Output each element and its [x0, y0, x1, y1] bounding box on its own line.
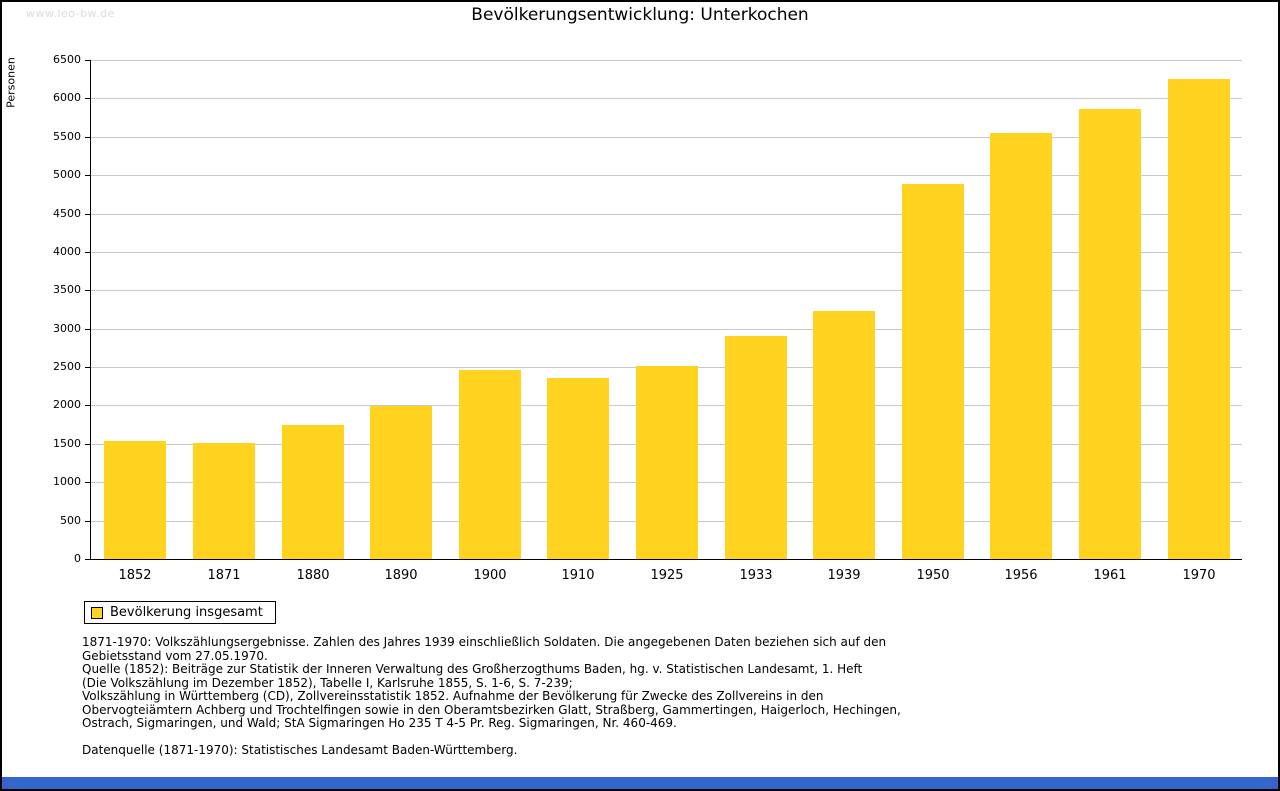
y-axis-tick	[85, 443, 91, 445]
bar	[725, 336, 787, 559]
y-axis-tick	[85, 328, 91, 330]
y-tick-label: 3000	[53, 321, 81, 335]
y-tick-label: 2500	[53, 360, 81, 374]
y-axis-tick	[85, 213, 91, 215]
bar	[902, 184, 964, 559]
y-tick-label: 500	[60, 513, 81, 527]
y-tick-label: 6000	[53, 91, 81, 105]
y-axis-tick	[85, 520, 91, 522]
y-axis-tick	[85, 405, 91, 407]
footnote-line: (Die Volkszählung im Dezember 1852), Tab…	[82, 675, 573, 690]
bar	[370, 406, 432, 559]
x-tick-label: 1961	[1093, 568, 1127, 583]
y-axis-tick	[85, 367, 91, 369]
footnote-line: Obervogteiämtern Achberg und Trochtelfin…	[82, 702, 901, 717]
x-tick-label: 1880	[296, 568, 330, 583]
footnote-line: 1871-1970: Volkszählungsergebnisse. Zahl…	[82, 635, 887, 649]
watermark: www.leo-bw.de	[26, 7, 115, 20]
x-tick-label: 1910	[561, 568, 595, 583]
y-tick-label: 5500	[53, 129, 81, 143]
y-tick-label: 1000	[53, 475, 81, 489]
footnote-line: Quelle (1852): Beiträge zur Statistik de…	[82, 662, 863, 676]
bar	[459, 370, 521, 559]
x-tick-label: 1925	[650, 568, 684, 583]
bar	[1079, 109, 1141, 559]
legend: Bevölkerung insgesamt	[84, 601, 276, 624]
y-axis-tick	[85, 175, 91, 177]
footnote-line: Ostrach, Sigmaringen, und Wald; StA Sigm…	[82, 716, 677, 730]
y-tick-label: 6500	[53, 53, 81, 66]
y-axis-tick	[85, 136, 91, 138]
bar	[193, 443, 255, 559]
y-tick-label: 3500	[53, 283, 81, 297]
bar	[547, 378, 609, 559]
gridline	[91, 290, 1242, 292]
y-axis-tick	[85, 290, 91, 292]
y-axis-tick	[85, 98, 91, 100]
y-axis-tick	[85, 251, 91, 253]
x-tick-label: 1939	[827, 568, 861, 583]
y-axis-label: Personen	[4, 57, 18, 108]
footnote-line: Volkszählung in Württemberg (CD), Zollve…	[82, 689, 824, 703]
gridline	[91, 60, 1242, 61]
y-tick-label: 4000	[53, 244, 81, 258]
gridline	[91, 98, 1242, 100]
y-tick-label: 4500	[53, 206, 81, 220]
bar	[282, 425, 344, 559]
x-tick-label: 1852	[118, 568, 152, 583]
legend-swatch	[91, 606, 103, 619]
x-tick-label: 1933	[739, 568, 773, 583]
y-axis-tick	[85, 482, 91, 484]
bar	[990, 133, 1052, 559]
data-source-line: Datenquelle (1871-1970): Statistisches L…	[82, 742, 518, 757]
bar	[1168, 79, 1230, 559]
gridline	[91, 251, 1242, 253]
bar	[636, 366, 698, 559]
x-tick-label: 1871	[207, 568, 241, 583]
bar	[104, 441, 166, 559]
gridline	[91, 136, 1242, 138]
y-tick-label: 5000	[53, 168, 81, 182]
plot-area: 0 500 1000 1500 2000 2500 3000 3500 4000 4500 5000…	[53, 54, 1242, 583]
footnotes: 1871-1970: Volkszählungsergebnisse. Zahl…	[82, 635, 901, 757]
x-tick-label: 1956	[1004, 568, 1038, 583]
y-tick-label: 1500	[53, 436, 81, 450]
x-tick-label: 1900	[473, 568, 507, 583]
y-tick-label: 2000	[53, 398, 81, 412]
x-tick-label: 1970	[1182, 568, 1216, 583]
y-axis-tick	[85, 60, 91, 61]
gridline	[91, 328, 1242, 330]
legend-label: Bevölkerung insgesamt	[110, 605, 263, 620]
bar	[813, 311, 875, 559]
gridline	[91, 175, 1242, 177]
y-tick-label: 0	[74, 552, 81, 565]
chart-title: Bevölkerungsentwicklung: Unterkochen	[471, 5, 809, 25]
gridline	[91, 213, 1242, 215]
x-tick-label: 1950	[916, 568, 950, 583]
y-axis-tick	[85, 559, 91, 560]
x-tick-label: 1890	[384, 568, 418, 583]
footnote-line: Gebietsstand vom 27.05.1970.	[82, 648, 268, 663]
bottom-bar	[2, 777, 1278, 789]
